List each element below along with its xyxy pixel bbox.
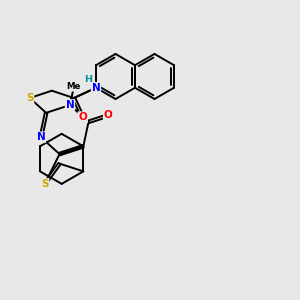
Text: S: S [26, 93, 34, 103]
Text: H: H [84, 75, 92, 84]
Text: O: O [104, 110, 112, 121]
Text: N: N [66, 100, 74, 110]
Text: S: S [41, 179, 49, 189]
Text: O: O [78, 112, 87, 122]
Text: Me: Me [67, 82, 81, 91]
Text: N: N [92, 83, 100, 93]
Text: N: N [37, 132, 45, 142]
